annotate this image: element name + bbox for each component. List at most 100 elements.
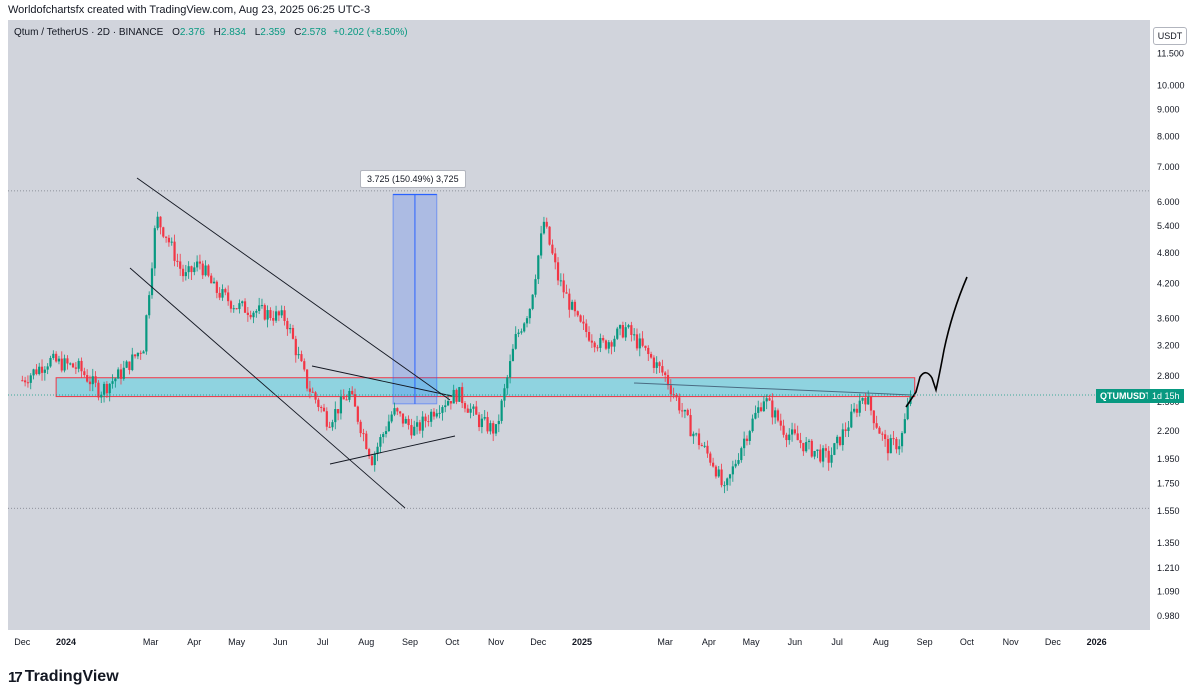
candle-body (145, 315, 148, 352)
x-tick-label: Dec (1045, 637, 1062, 647)
candle-body (441, 407, 444, 413)
candle-body (170, 241, 173, 243)
candle-body (771, 400, 774, 418)
candle-body (49, 357, 52, 367)
candle-body (486, 417, 489, 432)
price-scale[interactable] (1150, 20, 1200, 630)
candle-body (726, 478, 729, 486)
candle-body (889, 438, 892, 454)
candle-body (91, 376, 94, 385)
candle-body (345, 399, 348, 401)
candle-body (427, 421, 430, 423)
high-value: 2.834 (220, 27, 246, 38)
candle-body (875, 423, 878, 428)
candle-body (466, 408, 469, 413)
candle-body (833, 443, 836, 455)
candle-body (83, 371, 86, 376)
chart-area[interactable] (8, 20, 1150, 630)
candle-body (613, 338, 616, 347)
candle-body (618, 325, 622, 329)
candle-body (260, 305, 264, 307)
candle-body (686, 409, 689, 416)
candle-body (542, 221, 546, 234)
candle-body (444, 405, 447, 408)
candle-body (424, 416, 427, 422)
candle-body (616, 328, 619, 339)
candle-body (246, 312, 249, 315)
candle-body (229, 301, 233, 309)
candle-body (88, 381, 92, 385)
candle-body (136, 352, 140, 357)
candle-body (523, 323, 526, 332)
candle-body (114, 378, 117, 382)
candle-body (867, 396, 870, 405)
candle-body (55, 353, 58, 362)
candle-body (793, 429, 796, 434)
candle-body (35, 369, 38, 375)
y-tick-label: 10.000 (1157, 80, 1185, 90)
candle-body (802, 442, 805, 452)
bar-countdown-badge: 1d 15h (1148, 389, 1184, 403)
candle-body (97, 382, 100, 398)
candle-body (844, 429, 847, 432)
y-tick-label: 4.200 (1157, 278, 1180, 288)
candle-body (531, 294, 534, 309)
candle-body (164, 236, 168, 238)
candle-body (432, 411, 436, 417)
currency-button[interactable]: USDT (1153, 27, 1187, 45)
candle-body (497, 420, 500, 425)
y-tick-label: 1.350 (1157, 538, 1180, 548)
candle-body (604, 340, 608, 349)
candle-body (537, 255, 540, 280)
candle-body (869, 396, 873, 411)
channel-upper-line (136, 177, 451, 401)
tradingview-logo[interactable]: 17 TradingView (8, 668, 119, 686)
triangle-upper-line (311, 365, 453, 397)
candle-body (379, 437, 382, 447)
candle-body (576, 311, 579, 316)
candle-body (407, 418, 410, 426)
candle-body (463, 403, 467, 409)
candle-body (218, 292, 221, 298)
candle-body (159, 216, 162, 228)
x-tick-label: Sep (917, 637, 933, 647)
candle-body (122, 367, 125, 379)
candle-body (404, 418, 407, 424)
candle-body (728, 474, 732, 479)
candle-body (153, 228, 156, 269)
candle-body (421, 416, 424, 431)
candle-body (215, 281, 218, 293)
candle-body (489, 423, 492, 432)
price-chart[interactable]: 11.500 10.000 9.000 8.000 7.000 6.000 5.400 4.8… (0, 0, 1200, 660)
y-tick-label: 1.090 (1157, 587, 1180, 597)
candle-body (94, 376, 97, 383)
candle-body (582, 321, 585, 324)
candle-body (607, 342, 610, 349)
candle-body (348, 390, 351, 400)
candle-body (232, 308, 235, 310)
candle-body (117, 369, 120, 379)
candle-body (339, 396, 343, 414)
y-tick-label: 1.950 (1157, 454, 1180, 464)
candle-body (317, 399, 320, 408)
candle-body (731, 466, 734, 475)
candle-body (508, 361, 512, 378)
candle-body (717, 469, 720, 477)
candle-body (669, 385, 672, 395)
candle-body (838, 436, 842, 446)
candle-body (847, 427, 850, 432)
candle-body (630, 325, 633, 335)
x-tick-label: Sep (402, 637, 418, 647)
candle-body (827, 450, 830, 463)
candle-body (788, 434, 791, 441)
candle-body (272, 318, 275, 321)
candle-body (413, 426, 416, 436)
candle-body (528, 308, 531, 319)
y-tick-label: 2.800 (1157, 371, 1180, 381)
candle-body (201, 263, 204, 276)
candle-body (841, 429, 844, 446)
candle-body (356, 406, 359, 422)
candle-body (393, 408, 396, 415)
candle-body (401, 413, 405, 424)
symbol-price-badge: QTUMUSDT (1096, 389, 1155, 403)
